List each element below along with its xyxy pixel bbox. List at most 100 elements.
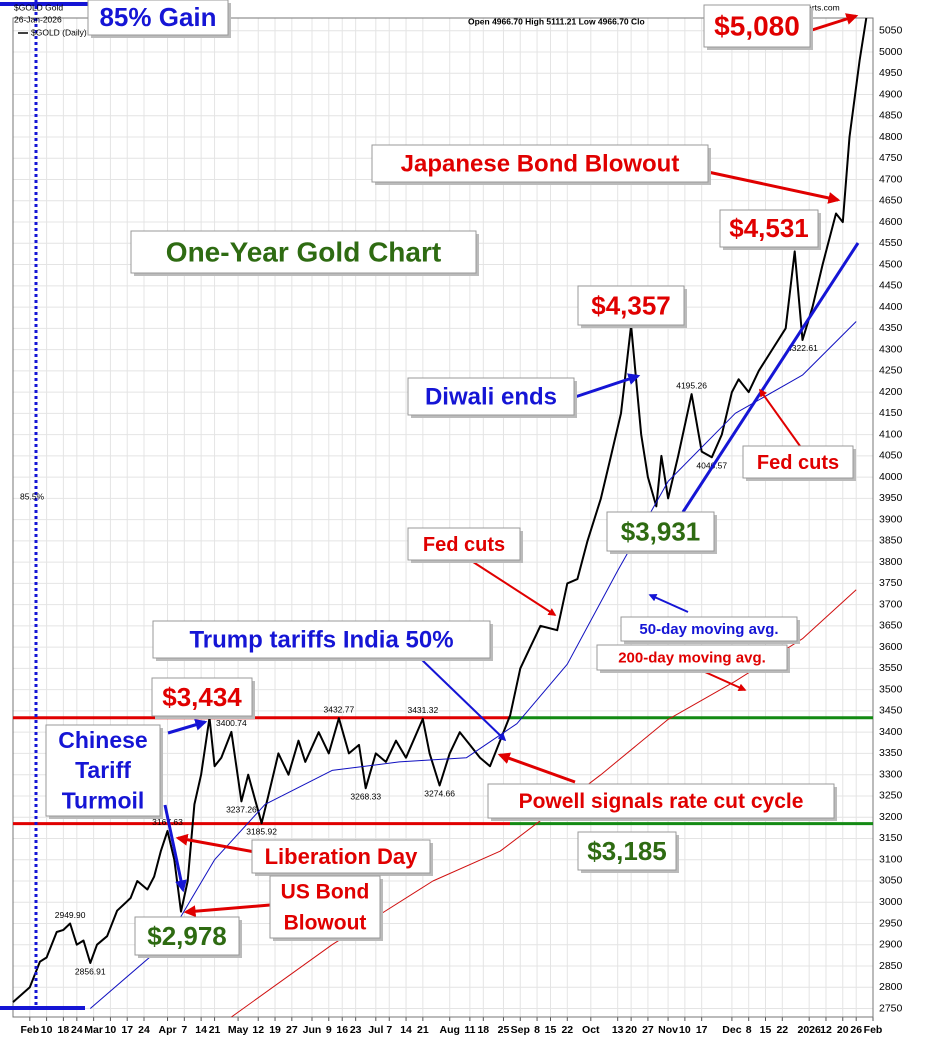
x-tick-label: 22 [776,1024,788,1036]
annotation-box [719,209,819,248]
x-tick-label: 12 [820,1024,832,1036]
arrow [167,718,208,735]
x-tick-label: Jul [368,1024,383,1036]
x-tick-label: 27 [642,1024,654,1036]
y-tick-label: 4850 [879,110,903,122]
y-tick-label: 4600 [879,216,903,228]
annotation-text: $3,434 [162,682,242,712]
annotation-text: $4,531 [729,213,809,243]
arrow [497,752,576,784]
annotation-box [487,783,835,819]
x-tick-label: 24 [138,1024,150,1036]
y-tick-label: 4300 [879,343,903,355]
x-tick-label: 14 [400,1024,412,1036]
x-tick-label: 14 [195,1024,207,1036]
x-tick-label: 15 [760,1024,772,1036]
annotation-text: Fed cuts [757,452,839,474]
annotation-box [620,616,798,642]
annotation-text: Turmoil [62,787,145,813]
y-tick-label: 5000 [879,46,903,58]
arrow [704,671,747,692]
y-tick-label: 3000 [879,896,903,908]
series-line [12,17,868,1003]
y-tick-label: 2750 [879,1002,903,1014]
x-tick-label: Jun [303,1024,322,1036]
data-label: 4322.61 [787,343,818,353]
annotation-text: 85% Gain [99,2,216,32]
y-tick-label: 3150 [879,832,903,844]
y-tick-label: 4550 [879,237,903,249]
x-tick-label: Sep [511,1024,530,1036]
y-tick-label: 4700 [879,173,903,185]
x-tick-label: 24 [71,1024,83,1036]
date: 26-Jan-2026 [14,14,62,24]
annotation-text: $2,978 [147,921,227,951]
y-tick-label: 4250 [879,365,903,377]
annotation-box [134,916,240,956]
arrow [183,903,271,918]
annotation-text: $5,080 [714,10,800,41]
y-tick-label: 4950 [879,67,903,79]
annotation-text: $3,185 [587,836,667,866]
annotation-text: Blowout [284,912,367,935]
y-tick-label: 4800 [879,131,903,143]
y-tick-label: 3500 [879,683,903,695]
arrow [759,388,801,447]
x-tick-label: Feb [20,1024,39,1036]
annotation-text: 50-day moving avg. [639,621,778,638]
x-tick-label: 27 [286,1024,298,1036]
y-tick-label: 3100 [879,853,903,865]
annotation-box [407,527,521,561]
x-tick-label: 18 [477,1024,489,1036]
x-tick-label: 13 [612,1024,624,1036]
annotation-box [45,724,161,817]
x-tick-label: May [228,1024,249,1036]
x-tick-label: 18 [58,1024,70,1036]
x-tick-label: 21 [417,1024,429,1036]
y-tick-label: 3700 [879,598,903,610]
annotation-box [577,285,685,326]
y-tick-label: 4450 [879,280,903,292]
x-tick-label: 7 [181,1024,187,1036]
data-label: 3431.32 [407,705,438,715]
annotation-box [742,445,854,479]
x-tick-label: 25 [498,1024,510,1036]
x-tick-label: Mar [84,1024,103,1036]
x-tick-label: Aug [440,1024,460,1036]
y-tick-label: 3250 [879,790,903,802]
y-tick-label: 3650 [879,620,903,632]
arrow [469,559,557,616]
x-tick-label: 10 [679,1024,691,1036]
annotation-text: 200-day moving avg. [618,650,766,667]
y-tick-label: 3200 [879,811,903,823]
arrow [419,657,507,742]
annotation-text: Diwali ends [425,384,557,411]
annotation-box [151,677,253,717]
arrow [707,170,841,204]
x-tick-label: 20 [837,1024,849,1036]
ohlc: Open 4966.70 High 5111.21 Low 4966.70 Cl… [468,16,645,26]
marks: 2949.902856.913167.633400.743237.263185.… [12,17,873,1018]
x-tick-label: 19 [269,1024,281,1036]
x-tick-label: 10 [105,1024,117,1036]
x-tick-label: 17 [121,1024,133,1036]
y-tick-label: 4000 [879,471,903,483]
x-tick-label: Dec [722,1024,741,1036]
annotation-box [251,839,431,874]
x-tick-label: 16 [336,1024,348,1036]
annotation-text: US Bond [281,881,370,904]
annotation-box [703,4,811,48]
data-label: 3432.77 [323,704,354,714]
annotation-text: Liberation Day [265,844,419,869]
annotation-box [606,511,715,552]
y-tick-label: 5050 [879,25,903,37]
y-tick-label: 2800 [879,981,903,993]
y-tick-label: 3400 [879,726,903,738]
data-label: 2856.91 [75,966,106,976]
data-label: 4195.26 [676,380,707,390]
data-label: 3237.26 [226,805,257,815]
arrows [163,13,859,918]
y-tick-label: 4200 [879,386,903,398]
data-label: 3274.66 [424,789,455,799]
